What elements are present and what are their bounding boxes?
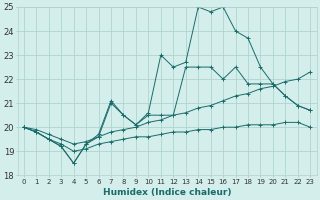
X-axis label: Humidex (Indice chaleur): Humidex (Indice chaleur) <box>103 188 231 197</box>
